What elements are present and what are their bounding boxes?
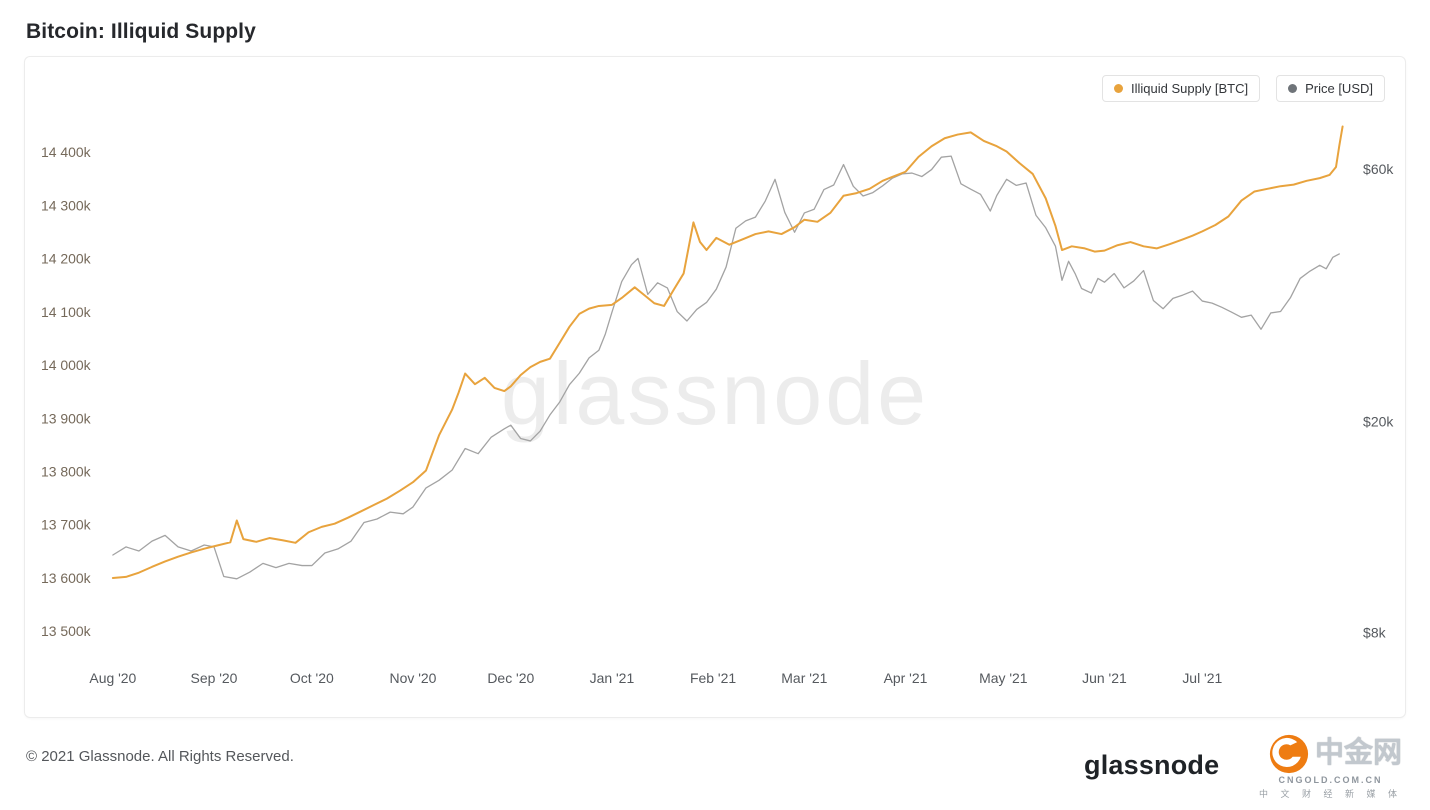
left-axis-tick-label: 14 400k [41,144,91,160]
right-axis-tick-label: $60k [1363,161,1393,177]
cngold-tagline: 中 文 财 经 新 媒 体 [1258,789,1402,799]
series-line-price [112,155,1340,580]
x-axis-tick-label: Nov '20 [389,670,436,686]
right-axis-tick-label: $20k [1363,414,1393,430]
x-axis-tick-label: Apr '21 [884,670,928,686]
x-axis-tick-label: Jul '21 [1182,670,1222,686]
footer-brand-area: glassnode 中金网 CNGOLD.COM.CN 中 文 财 经 新 媒 … [1044,734,1404,800]
x-axis-tick-label: Aug '20 [89,670,136,686]
left-axis-tick-label: 14 100k [41,304,91,320]
x-axis-tick-label: Jun '21 [1082,670,1127,686]
x-axis-tick-label: Oct '20 [290,670,334,686]
legend-label: Illiquid Supply [BTC] [1131,81,1249,96]
legend-item-illiquid-supply[interactable]: Illiquid Supply [BTC] [1102,75,1261,102]
cngold-watermark: 中金网 CNGOLD.COM.CN 中 文 财 经 新 媒 体 [1256,734,1404,800]
price-dot-icon [1288,84,1298,93]
cngold-logo-icon [1269,734,1309,774]
left-axis-tick-label: 13 600k [41,570,91,586]
left-axis-tick-label: 13 500k [41,623,91,639]
x-axis-tick-label: May '21 [979,670,1028,686]
left-axis-tick-label: 13 800k [41,464,91,480]
chart-svg: 13 500k 13 600k 13 700k 13 800k 13 900k 14 00… [41,125,1393,686]
illiquid-supply-dot-icon [1114,84,1124,93]
right-axis-tick-label: $8k [1363,624,1386,640]
x-axis-tick-label: Dec '20 [487,670,534,686]
legend-label: Price [USD] [1305,81,1373,96]
x-axis-tick-label: Jan '21 [590,670,635,686]
left-axis-tick-label: 14 200k [41,251,91,267]
left-axis-tick-label: 14 000k [41,357,91,373]
cngold-name: 中金网 [1314,737,1402,770]
glassnode-watermark: glassnode [500,343,930,443]
page-title: Bitcoin: Illiquid Supply [26,20,256,43]
footer: © 2021 Glassnode. All Rights Reserved. g… [0,718,1430,800]
glassnode-wordmark: glassnode [1084,750,1220,780]
legend-item-price[interactable]: Price [USD] [1276,75,1385,102]
x-axis-tick-label: Mar '21 [781,670,827,686]
copyright-text: © 2021 Glassnode. All Rights Reserved. [26,748,294,765]
cngold-domain: CNGOLD.COM.CN [1278,775,1383,785]
x-axis-tick-label: Feb '21 [690,670,736,686]
left-axis-tick-label: 13 900k [41,410,91,426]
series-line-illiquid-supply [111,125,1344,580]
left-axis-tick-label: 13 700k [41,517,91,533]
x-axis-tick-label: Sep '20 [191,670,238,686]
left-axis-tick-label: 14 300k [41,197,91,213]
chart-legend: Illiquid Supply [BTC] Price [USD] [1102,75,1385,102]
chart-card: Illiquid Supply [BTC] Price [USD] glassn… [24,56,1406,718]
